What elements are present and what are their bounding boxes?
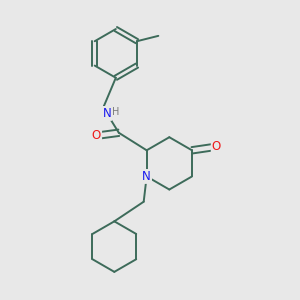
Text: N: N (142, 170, 151, 183)
Text: O: O (92, 129, 101, 142)
Text: N: N (103, 107, 111, 120)
Text: H: H (112, 107, 119, 117)
Text: O: O (212, 140, 221, 153)
